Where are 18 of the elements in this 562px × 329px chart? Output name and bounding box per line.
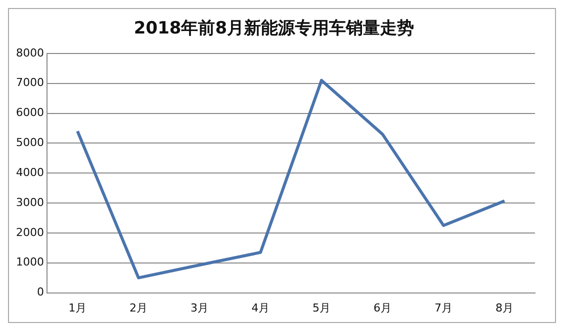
y-tick-label: 2000 bbox=[16, 226, 44, 239]
y-tick-label: 3000 bbox=[16, 196, 44, 209]
y-tick-label: 4000 bbox=[16, 166, 44, 179]
x-tick-label: 4月 bbox=[251, 301, 270, 314]
x-tick-label: 2月 bbox=[129, 301, 148, 314]
chart-title: 2018年前8月新能源专用车销量走势 bbox=[134, 18, 414, 39]
x-tick-label: 5月 bbox=[312, 301, 330, 314]
x-tick-label: 6月 bbox=[374, 301, 392, 314]
x-tick-label: 1月 bbox=[68, 301, 86, 314]
x-tick-label: 8月 bbox=[496, 301, 514, 314]
y-tick-label: 7000 bbox=[16, 76, 44, 90]
y-tick-label: 0 bbox=[36, 286, 44, 299]
y-tick-label: 6000 bbox=[16, 106, 44, 120]
y-tick-label: 1000 bbox=[16, 256, 44, 269]
x-tick-label: 7月 bbox=[434, 301, 452, 314]
y-tick-label: 8000 bbox=[16, 46, 44, 60]
y-tick-label: 5000 bbox=[16, 136, 44, 150]
x-tick-label: 3月 bbox=[190, 301, 208, 314]
